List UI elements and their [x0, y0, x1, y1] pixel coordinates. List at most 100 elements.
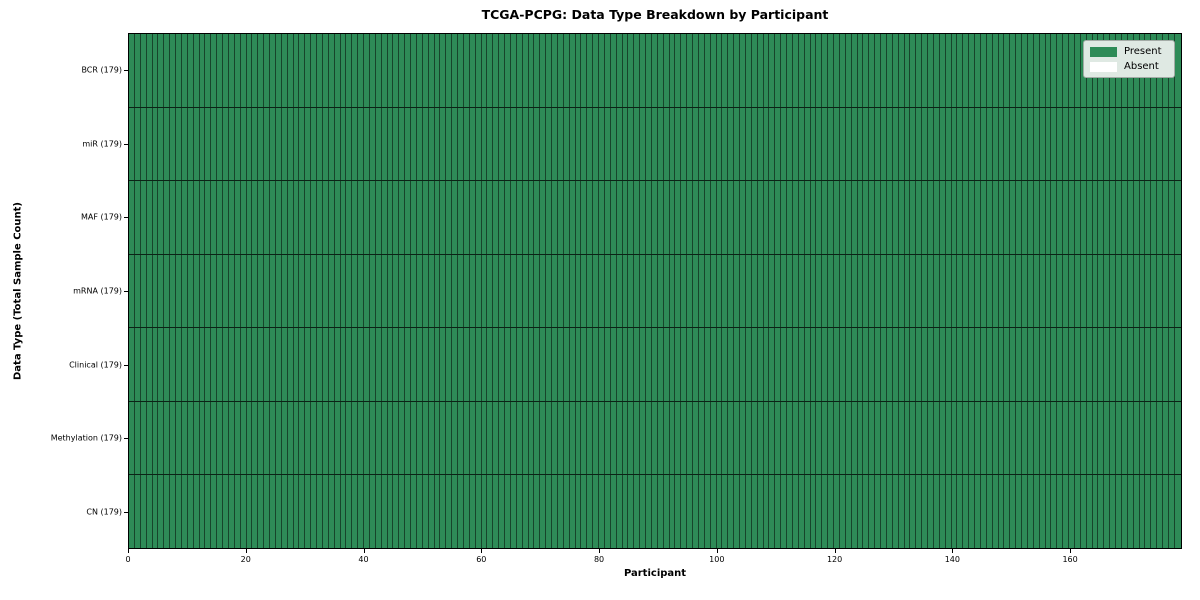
heatmap-cell [704, 34, 711, 107]
heatmap-cell [963, 254, 970, 328]
heatmap-cell [152, 254, 159, 328]
heatmap-cell [604, 107, 611, 181]
heatmap-cell [1139, 475, 1146, 549]
heatmap-cell [223, 181, 229, 254]
heatmap-cell [146, 254, 153, 328]
heatmap-cell [129, 34, 135, 107]
heatmap-cell [305, 401, 312, 475]
heatmap-cell [1051, 401, 1058, 475]
heatmap-cell [334, 181, 341, 254]
heatmap-cell [475, 254, 482, 328]
heatmap-cell [951, 328, 958, 401]
heatmap-cell [1174, 181, 1180, 254]
heatmap-cell [463, 475, 470, 549]
heatmap-cell [452, 328, 458, 401]
heatmap-cell [663, 181, 670, 254]
heatmap-cell [228, 34, 235, 107]
heatmap-cell [499, 328, 505, 401]
heatmap-cell [487, 475, 494, 549]
x-tick-label-60: 60 [476, 555, 487, 564]
heatmap-cell [898, 34, 905, 107]
heatmap-cell [340, 475, 347, 549]
heatmap-cell [604, 475, 611, 549]
heatmap-cell [875, 254, 881, 328]
heatmap-cell [1080, 475, 1087, 549]
heatmap-cell [134, 181, 141, 254]
heatmap-cell [275, 181, 282, 254]
heatmap-cell [493, 34, 500, 107]
heatmap-cell [804, 107, 811, 181]
heatmap-cell [698, 107, 705, 181]
heatmap-cell [1157, 328, 1163, 401]
x-tick-mark [128, 549, 129, 553]
heatmap-cell [352, 181, 359, 254]
heatmap-cell [211, 401, 218, 475]
heatmap-cell [522, 107, 529, 181]
heatmap-cell [839, 181, 846, 254]
heatmap-cell [164, 401, 171, 475]
heatmap-cell [980, 181, 987, 254]
heatmap-cell [822, 181, 829, 254]
heatmap-cell [1004, 328, 1011, 401]
heatmap-row-mir [129, 107, 1181, 182]
heatmap-cell [681, 254, 688, 328]
heatmap-cell [593, 254, 599, 328]
heatmap-cell [164, 475, 171, 549]
heatmap-cell [599, 475, 605, 549]
heatmap-cell [487, 107, 494, 181]
heatmap-cell [957, 401, 964, 475]
heatmap-cell [299, 475, 306, 549]
heatmap-cell [763, 107, 770, 181]
y-tick-label-clinical: Clinical (179) [69, 360, 122, 370]
heatmap-cell [493, 181, 500, 254]
heatmap-cell [205, 254, 212, 328]
heatmap-cell [240, 401, 247, 475]
heatmap-cell [646, 34, 652, 107]
heatmap-cell [792, 401, 799, 475]
heatmap-cell [252, 107, 259, 181]
heatmap-cell [657, 181, 664, 254]
heatmap-cell [1045, 107, 1052, 181]
heatmap-cell [1004, 107, 1011, 181]
heatmap-cell [781, 401, 787, 475]
heatmap-cell [258, 107, 265, 181]
heatmap-cell [646, 181, 652, 254]
heatmap-cell [916, 34, 923, 107]
heatmap-cell [1121, 475, 1128, 549]
heatmap-cell [422, 254, 429, 328]
heatmap-cell [886, 34, 893, 107]
heatmap-cell [234, 401, 241, 475]
heatmap-cell [270, 401, 276, 475]
heatmap-cell [134, 475, 141, 549]
heatmap-cell [411, 181, 417, 254]
heatmap-cell [252, 254, 259, 328]
heatmap-cell [622, 475, 629, 549]
heatmap-cell [810, 328, 817, 401]
heatmap-cell [475, 328, 482, 401]
heatmap-cell [446, 254, 453, 328]
heatmap-cell [1027, 107, 1034, 181]
heatmap-cell [264, 254, 270, 328]
heatmap-cell [440, 475, 447, 549]
heatmap-cell [740, 254, 746, 328]
heatmap-cell [992, 328, 999, 401]
heatmap-cell [463, 107, 470, 181]
heatmap-cell [1145, 181, 1152, 254]
heatmap-cell [311, 401, 317, 475]
heatmap-cell [340, 254, 347, 328]
heatmap-cell [587, 401, 594, 475]
x-tick-mark [716, 549, 718, 553]
heatmap-cell [557, 34, 564, 107]
heatmap-cell [839, 401, 846, 475]
heatmap-cell [428, 107, 435, 181]
heatmap-cell [364, 401, 370, 475]
heatmap-cell [1098, 401, 1105, 475]
heatmap-cell [998, 107, 1005, 181]
heatmap-cell [581, 34, 588, 107]
heatmap-cell [223, 328, 229, 401]
heatmap-cell [951, 254, 958, 328]
heatmap-cell [939, 107, 946, 181]
heatmap-cell [945, 401, 952, 475]
heatmap-cell [463, 181, 470, 254]
heatmap-cell [640, 107, 646, 181]
